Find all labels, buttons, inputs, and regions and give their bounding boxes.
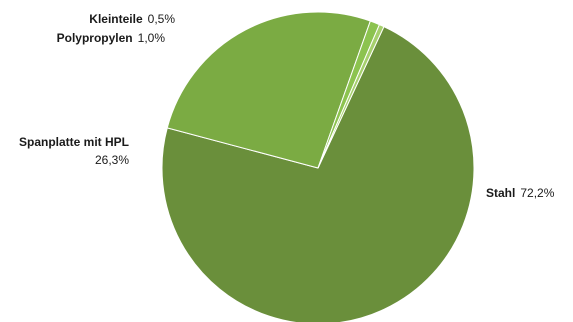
label-spanplatte-value: 26,3% (95, 153, 129, 167)
label-polypropylen-value: 1,0% (138, 31, 166, 45)
label-kleinteile-name: Kleinteile (89, 12, 143, 26)
label-polypropylen: Polypropylen 1,0% (57, 31, 166, 45)
label-stahl: Stahl 72,2% (486, 186, 555, 200)
label-polypropylen-name: Polypropylen (57, 31, 133, 45)
label-kleinteile-value: 0,5% (148, 12, 176, 26)
pie-slice-kleinteile (317, 24, 385, 169)
label-stahl-name: Stahl (486, 186, 515, 200)
pie-slices (161, 11, 475, 322)
pie-slice-spanplatte-mit-hpl (166, 11, 371, 169)
label-kleinteile: Kleinteile 0,5% (89, 12, 175, 26)
label-stahl-value: 72,2% (520, 186, 554, 200)
pie-slice-stahl (161, 26, 475, 322)
label-spanplatte-name: Spanplatte mit HPL (19, 135, 129, 149)
